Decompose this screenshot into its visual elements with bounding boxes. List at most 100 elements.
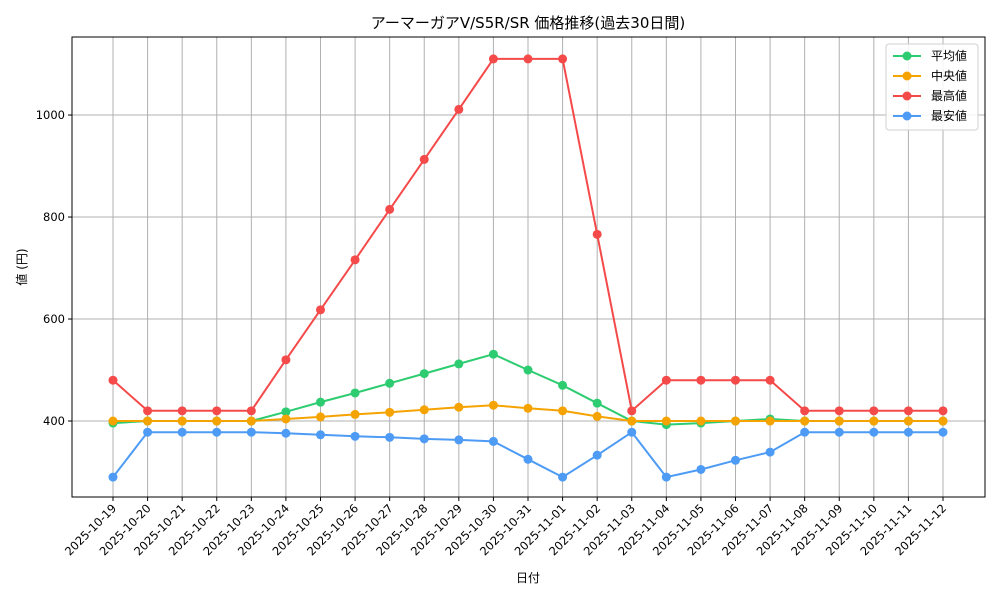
- data-point: [558, 54, 568, 64]
- series-最高値: [108, 54, 948, 416]
- data-point: [488, 400, 498, 410]
- data-point: [246, 416, 256, 426]
- data-point: [177, 416, 187, 426]
- series-最安値: [108, 427, 948, 482]
- data-point: [523, 454, 533, 464]
- data-point: [731, 455, 740, 465]
- data-point: [592, 411, 602, 421]
- data-point: [350, 431, 360, 441]
- data-point: [800, 427, 810, 437]
- data-point: [385, 407, 395, 417]
- data-point: [627, 406, 637, 416]
- data-point: [108, 472, 118, 482]
- y-tick-label: 800: [43, 210, 65, 224]
- data-point: [385, 378, 395, 388]
- data-point: [246, 406, 256, 416]
- data-point: [661, 375, 671, 385]
- data-point: [523, 403, 533, 413]
- data-point: [488, 436, 498, 446]
- data-point: [523, 54, 533, 64]
- y-axis-label: 値 (円): [14, 248, 29, 285]
- data-point: [143, 416, 153, 426]
- y-tick-label: 600: [43, 312, 65, 326]
- data-point: [765, 416, 775, 426]
- data-point: [350, 388, 360, 398]
- data-point: [731, 375, 740, 385]
- data-point: [350, 255, 360, 265]
- data-point: [938, 416, 948, 426]
- legend-item: 平均値: [893, 48, 967, 63]
- x-axis-label: 日付: [516, 571, 540, 585]
- data-point: [558, 472, 568, 482]
- data-point: [903, 416, 913, 426]
- data-point: [108, 375, 118, 385]
- legend-marker-icon: [902, 51, 912, 61]
- legend-item: 最高値: [893, 88, 967, 103]
- legend-label: 平均値: [931, 48, 967, 63]
- legend-marker-icon: [902, 91, 912, 101]
- data-point: [281, 414, 291, 424]
- data-point: [454, 402, 464, 412]
- data-point: [108, 416, 118, 426]
- data-point: [800, 416, 810, 426]
- data-point: [696, 416, 706, 426]
- chart-title: アーマーガアV/S5R/SR 価格推移(過去30日間): [371, 14, 685, 32]
- legend-label: 最安値: [931, 108, 967, 123]
- data-point: [350, 409, 360, 419]
- data-point: [316, 430, 325, 440]
- data-point: [212, 427, 222, 437]
- legend-item: 中央値: [893, 68, 967, 83]
- data-point: [488, 349, 498, 359]
- data-point: [558, 406, 568, 416]
- data-point: [454, 104, 464, 114]
- data-point: [731, 416, 740, 426]
- data-point: [834, 406, 844, 416]
- data-point: [869, 406, 879, 416]
- data-point: [869, 416, 879, 426]
- y-tick-label: 400: [43, 414, 65, 428]
- data-point: [696, 464, 706, 474]
- y-axis-ticks: 400 600 800 1000: [36, 108, 72, 428]
- data-point: [419, 434, 429, 444]
- data-point: [661, 416, 671, 426]
- data-point: [454, 359, 464, 369]
- data-point: [281, 407, 291, 417]
- data-point: [419, 405, 429, 415]
- data-point: [765, 375, 775, 385]
- data-point: [316, 412, 325, 422]
- data-point: [834, 427, 844, 437]
- data-point: [696, 375, 706, 385]
- legend-label: 最高値: [931, 88, 967, 103]
- data-point: [938, 427, 948, 437]
- data-point: [592, 450, 602, 460]
- data-point: [869, 427, 879, 437]
- legend-marker-icon: [902, 111, 912, 121]
- legend-item: 最安値: [893, 108, 967, 123]
- data-point: [627, 427, 637, 437]
- data-point: [592, 229, 602, 239]
- data-point: [661, 472, 671, 482]
- data-point: [419, 154, 429, 164]
- grid-lines: [72, 37, 985, 497]
- data-point: [281, 355, 291, 365]
- data-point: [800, 406, 810, 416]
- data-point: [246, 427, 256, 437]
- data-point: [212, 416, 222, 426]
- data-point: [488, 54, 498, 64]
- data-point: [765, 447, 775, 457]
- data-point: [523, 365, 533, 375]
- y-tick-label: 1000: [36, 108, 65, 122]
- data-point: [177, 427, 187, 437]
- data-point: [385, 204, 395, 214]
- data-point: [316, 305, 325, 315]
- data-point: [592, 398, 602, 408]
- x-axis-ticks: 2025-10-192025-10-202025-10-212025-10-22…: [62, 497, 949, 558]
- data-point: [316, 397, 325, 407]
- data-point: [834, 416, 844, 426]
- data-point: [558, 380, 568, 390]
- legend-marker-icon: [902, 71, 912, 81]
- data-point: [143, 427, 153, 437]
